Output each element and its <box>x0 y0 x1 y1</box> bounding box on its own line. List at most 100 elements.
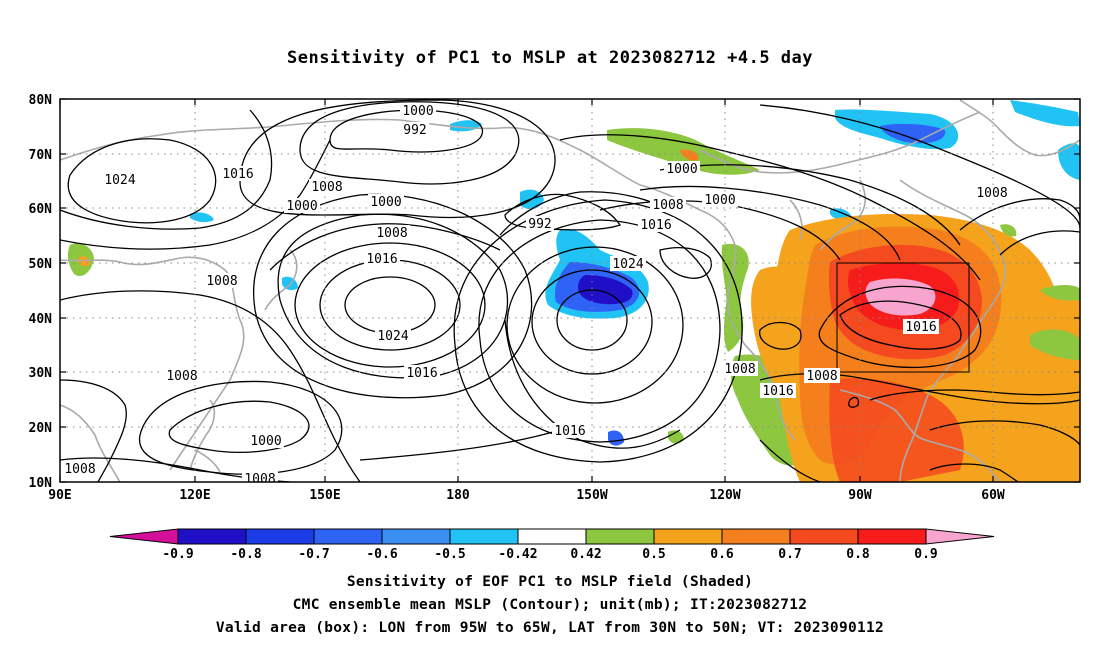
colorbar-label: 0.5 <box>642 547 665 562</box>
colorbar-label: -0.5 <box>434 547 465 562</box>
contour-label: 1016 <box>554 424 585 439</box>
lat-label: 40N <box>29 312 53 327</box>
contour-label: 1024 <box>612 257 643 272</box>
contour-label-bg <box>375 328 411 343</box>
contour-label: 1000 <box>402 104 433 119</box>
contour-label: 1000 <box>704 193 735 208</box>
contour-label: 1016 <box>640 218 671 233</box>
contour-label-bg <box>368 194 404 209</box>
lon-label: 90E <box>48 488 71 503</box>
colorbar-label: -0.9 <box>162 547 193 562</box>
footer-line-3: Valid area (box): LON from 95W to 65W, L… <box>215 620 885 636</box>
plot-frame <box>59 98 1081 483</box>
contour-label: 1008 <box>976 186 1007 201</box>
footer-line-1: Sensitivity of EOF PC1 to MSLP field (Sh… <box>346 574 754 590</box>
contour-label: 1016 <box>406 366 437 381</box>
contour-label-bg <box>401 122 429 137</box>
contour-label: 1016 <box>905 320 936 335</box>
contour-label-bg <box>404 365 440 380</box>
lat-label: 10N <box>29 476 53 491</box>
colorbar-segment <box>653 528 723 545</box>
contour-label: 1008 <box>64 462 95 477</box>
contour-label: 1000 <box>666 162 697 177</box>
colorbar-segment <box>177 528 247 545</box>
colorbar-segment <box>789 528 859 545</box>
colorbar-segment <box>517 528 587 545</box>
colorbar-segment <box>381 528 451 545</box>
colorbar-label: 0.9 <box>914 547 937 562</box>
footer-line-2: CMC ensemble mean MSLP (Contour); unit(m… <box>292 597 808 613</box>
contour-label-bg <box>702 192 738 207</box>
contour-label: 1016 <box>222 167 253 182</box>
contour-label-bg <box>638 217 674 232</box>
contour-label-bg <box>974 185 1010 200</box>
contour-label-bg <box>552 423 588 438</box>
contour-label: 1008 <box>311 180 342 195</box>
contour-label-bg <box>242 471 278 482</box>
contour-label: 1008 <box>652 198 683 213</box>
colorbar-segment <box>313 528 383 545</box>
colorbar-label: 0.42 <box>570 547 601 562</box>
lon-label: 150E <box>309 488 340 503</box>
lat-label: 60N <box>29 202 53 217</box>
contour-label: 1000 <box>286 199 317 214</box>
contour-label-bg <box>760 383 796 398</box>
contour-label-bg <box>374 225 410 240</box>
lon-label: 120E <box>179 488 210 503</box>
contour-label: 1008 <box>166 369 197 384</box>
lon-label: 60W <box>981 488 1005 503</box>
contour-label: 1008 <box>724 362 755 377</box>
colorbar-segment <box>449 528 519 545</box>
contour-label-bg <box>526 216 554 231</box>
map-title: Sensitivity of PC1 to MSLP at 2023082712… <box>286 48 813 68</box>
colorbar-segment <box>585 528 655 545</box>
colorbar-label: -0.8 <box>230 547 261 562</box>
lat-label: 50N <box>29 257 53 272</box>
lon-label: 180 <box>446 488 470 503</box>
colorbar-label: 0.8 <box>846 547 870 562</box>
lon-label: 90W <box>848 488 872 503</box>
colorbar-label: -0.7 <box>298 547 329 562</box>
contour-label-bg <box>400 103 436 118</box>
lon-label: 120W <box>709 488 740 503</box>
colorbar-segment <box>857 528 927 545</box>
lat-label: 30N <box>29 366 53 381</box>
contour-label-bg <box>664 161 700 176</box>
contour-label-bg <box>204 273 240 288</box>
contour-label: 1008 <box>376 226 407 241</box>
contour-label: 1000 <box>370 195 401 210</box>
contour-label: 1008 <box>806 369 837 384</box>
contour-label: 992 <box>403 123 426 138</box>
colorbar-label: 0.7 <box>778 547 801 562</box>
contour-label-bg <box>804 368 840 383</box>
contour-label-bg <box>220 166 256 181</box>
contour-label: 1000 <box>250 434 281 449</box>
contour-label-bg <box>102 172 138 187</box>
colorbar-label: 0.6 <box>710 547 734 562</box>
lat-label: 80N <box>29 93 53 108</box>
contour-labels: 1000 992 1024 1016 1008 1000 1000 992 1008 1000 10… <box>62 103 1010 487</box>
colorbar-label: -0.6 <box>366 547 397 562</box>
lat-label: 70N <box>29 148 53 163</box>
lat-label: 20N <box>29 421 53 436</box>
lon-label: 150W <box>576 488 607 503</box>
contour-label-bg <box>722 361 758 376</box>
colorbar-high-arrow <box>925 528 995 545</box>
colorbar-label: -0.42 <box>498 547 537 562</box>
colorbar-segment <box>245 528 315 545</box>
contour-label-bg <box>248 433 284 448</box>
contour-label-bg <box>650 197 686 212</box>
contour-label: 1008 <box>244 472 275 487</box>
colorbar-segment <box>721 528 791 545</box>
contour-label-bg <box>610 256 646 271</box>
positive-sensitivity-shading <box>67 128 1080 482</box>
graticule <box>60 99 1080 482</box>
colorbar: -0.9 -0.8 -0.7 -0.6 -0.5 -0.42 0.42 0.5 0.6 0.7 0.… <box>109 528 995 562</box>
contour-label: 1016 <box>366 252 397 267</box>
contour-label-bg <box>364 251 400 266</box>
valid-area-box <box>836 262 970 373</box>
contour-label-bg <box>284 198 320 213</box>
contour-label: 1024 <box>104 173 135 188</box>
